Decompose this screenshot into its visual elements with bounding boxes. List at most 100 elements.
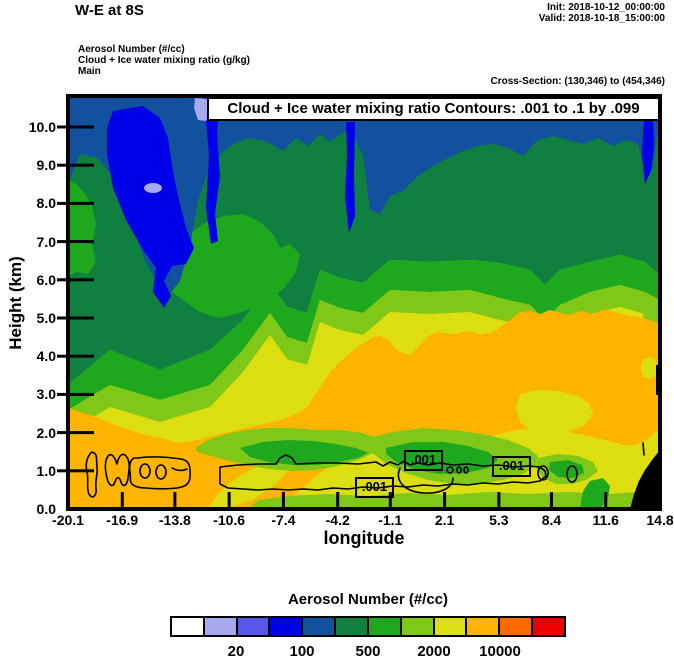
fill-lavender-patch-2 xyxy=(144,183,162,193)
x-tick-label: 8.4 xyxy=(541,512,562,528)
y-tick-label: 0.0 xyxy=(36,501,56,517)
fill-orange-maxima xyxy=(68,309,660,509)
page-title: W-E at 8S xyxy=(75,2,144,19)
contour-value-label: .001 xyxy=(355,477,394,498)
fill-green-center-blob xyxy=(163,214,300,318)
x-tick-label: -4.2 xyxy=(325,512,350,528)
fill-yellow-hole-channel xyxy=(538,426,550,443)
y-tick-label: 5.0 xyxy=(36,310,56,326)
y-tick-mark xyxy=(57,354,94,358)
colorbar-title: Aerosol Number (#/cc) xyxy=(287,591,449,608)
colorbar-cell xyxy=(202,618,236,635)
cloud-ice-contour-lines xyxy=(85,442,645,498)
x-tick-mark xyxy=(336,492,340,509)
valid-timestamp: Valid: 2018-10-18_15:00:00 xyxy=(538,13,665,24)
fill-green-lowlayer-east2 xyxy=(549,460,584,478)
fill-brightblue-streak-2 xyxy=(345,122,355,233)
contour-ellipse-1 xyxy=(537,465,549,481)
x-tick-mark xyxy=(173,492,177,509)
fill-yellowgreen-bottom-strip xyxy=(248,492,660,509)
x-tick-label: -7.4 xyxy=(271,512,296,528)
x-tick-label: -10.6 xyxy=(213,512,246,528)
x-tick-mark xyxy=(281,492,285,509)
y-tick-label: 3.0 xyxy=(36,386,56,403)
contour-dot-3 xyxy=(463,466,469,474)
y-tick-mark xyxy=(57,125,94,129)
colorbar-cell xyxy=(334,618,367,635)
contour-loop xyxy=(397,467,454,494)
colorbar-cell xyxy=(235,618,269,635)
y-tick-label: 7.0 xyxy=(36,233,56,250)
colorbar-cell xyxy=(465,618,499,635)
colorbar xyxy=(170,616,566,637)
colorbar-cell xyxy=(301,618,335,635)
y-tick-label: 6.0 xyxy=(36,271,56,288)
y-tick-mark xyxy=(57,431,94,435)
x-tick-mark xyxy=(388,492,392,509)
y-tick-label: 4.0 xyxy=(36,348,56,365)
y-tick-mark xyxy=(57,201,94,205)
fill-brightblue-streak-1 xyxy=(204,96,220,244)
fill-green-lowlayer-west xyxy=(240,440,368,465)
x-tick-label: -20.1 xyxy=(52,512,84,528)
colorbar-cell xyxy=(399,618,433,635)
y-tick-mark xyxy=(57,240,94,244)
colorbar-tick-label: 2000 xyxy=(417,643,451,660)
fill-green-band xyxy=(68,255,660,410)
y-axis-title: Height (km) xyxy=(6,256,25,350)
plot-title: Cloud + Ice water mixing ratio Contours:… xyxy=(207,97,660,121)
x-tick-label: -16.9 xyxy=(106,512,139,528)
x-tick-mark xyxy=(120,492,124,509)
x-tick-mark xyxy=(497,492,501,509)
plot-frame xyxy=(66,94,662,511)
fill-yellow-hole-1 xyxy=(516,390,593,434)
x-tick-label: 11.6 xyxy=(592,512,619,528)
contour-squiggle-b xyxy=(104,453,131,487)
colorbar-cell xyxy=(268,618,302,635)
contour-value-label: .001 xyxy=(492,456,531,477)
fill-yellow-hole-2 xyxy=(641,357,657,379)
contour-inner-wiggle xyxy=(171,467,188,472)
x-axis-title: longitude xyxy=(323,528,405,548)
colorbar-cell xyxy=(531,618,564,635)
cross-section-info: Cross-Section: (130,346) to (454,346) xyxy=(490,76,665,87)
fill-lavender-patch-1 xyxy=(194,98,211,121)
y-tick-label: 8.0 xyxy=(36,195,56,212)
colorbar-tick-label: 500 xyxy=(355,643,381,660)
colorbar-cell xyxy=(366,618,400,635)
x-tick-label: -1.1 xyxy=(378,512,403,528)
colorbar-cell xyxy=(498,618,532,635)
fill-brightblue-west-blob xyxy=(107,106,194,308)
contour-ellipse-2 xyxy=(566,465,578,483)
colorbar-tick-label: 10000 xyxy=(479,643,521,660)
fill-green-bottom-patch xyxy=(580,478,610,509)
contour-capsule-west xyxy=(128,456,191,490)
colorbar-cell xyxy=(432,618,466,635)
x-tick-label: -13.8 xyxy=(158,512,191,528)
y-tick-mark xyxy=(57,278,94,282)
contour-tick-east xyxy=(642,442,645,456)
terrain-wedge xyxy=(630,450,660,509)
x-tick-mark xyxy=(549,492,553,509)
init-timestamp: Init: 2018-10-12_00:00:00 xyxy=(547,2,665,13)
colorbar-tick-label: 20 xyxy=(227,643,245,660)
y-tick-mark xyxy=(57,163,94,167)
colorbar-tick-label: 100 xyxy=(289,643,315,660)
x-tick-mark xyxy=(443,492,447,509)
y-tick-mark xyxy=(57,469,94,473)
x-tick-mark xyxy=(227,492,231,509)
field-legend: Aerosol Number (#/cc) Cloud + Ice water … xyxy=(78,44,250,77)
aerosol-fill-field xyxy=(68,96,660,509)
cross-section-plot xyxy=(57,94,662,511)
y-tick-mark xyxy=(57,316,94,320)
contour-squiggle-a xyxy=(85,451,99,498)
contour-hole-2 xyxy=(155,464,167,480)
y-tick-label: 9.0 xyxy=(36,157,56,174)
y-tick-mark xyxy=(57,392,94,396)
x-tick-label: 2.1 xyxy=(434,512,455,528)
y-tick-label: 10.0 xyxy=(28,119,56,135)
x-tick-mark xyxy=(604,492,608,509)
x-tick-label: 5.3 xyxy=(489,512,509,528)
field-legend-line-3: Main xyxy=(78,66,101,77)
